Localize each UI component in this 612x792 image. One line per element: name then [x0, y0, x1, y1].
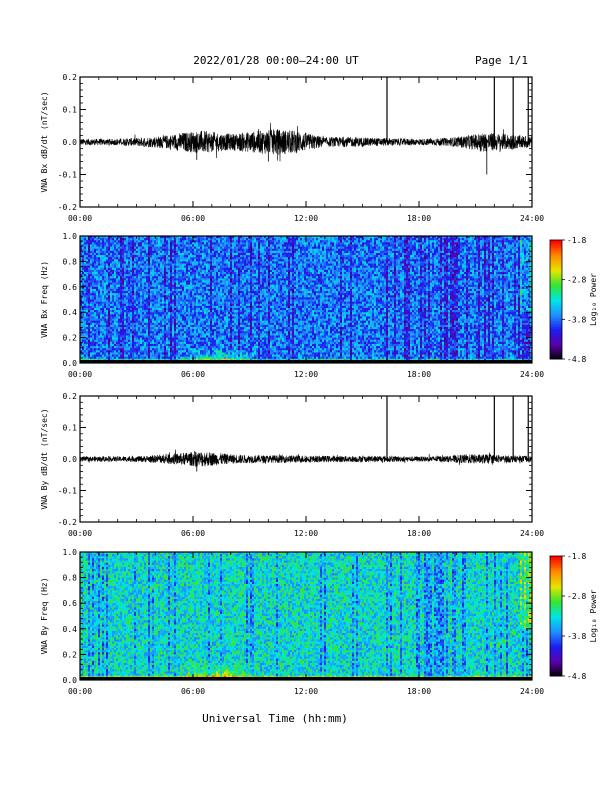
x-tick-label: 18:00 [407, 214, 431, 223]
y-tick-label: -0.1 [58, 171, 77, 180]
x-tick-label: 00:00 [68, 214, 92, 223]
y-axis-label: VNA Bx dB/dt (nT/sec) [40, 91, 49, 192]
signal-trace [80, 123, 532, 161]
x-tick-label: 06:00 [181, 214, 205, 223]
page-number: Page 1/1 [475, 54, 528, 67]
x-tick-label: 12:00 [294, 214, 318, 223]
x-tick-label: 24:00 [520, 214, 544, 223]
timeseries-0 [80, 77, 532, 175]
spectrogram-1 [80, 236, 532, 363]
y-tick-label: 0.1 [63, 106, 78, 115]
x-axis-0: 00:00 06:00 12:00 18:00 24:00 [68, 77, 544, 223]
y-tick-label: -0.2 [58, 203, 77, 212]
y-tick-label: 0.2 [63, 73, 78, 82]
page-title: 2022/01/28 00:00–24:00 UT [193, 54, 359, 67]
y-tick-label: 0.0 [63, 138, 78, 147]
